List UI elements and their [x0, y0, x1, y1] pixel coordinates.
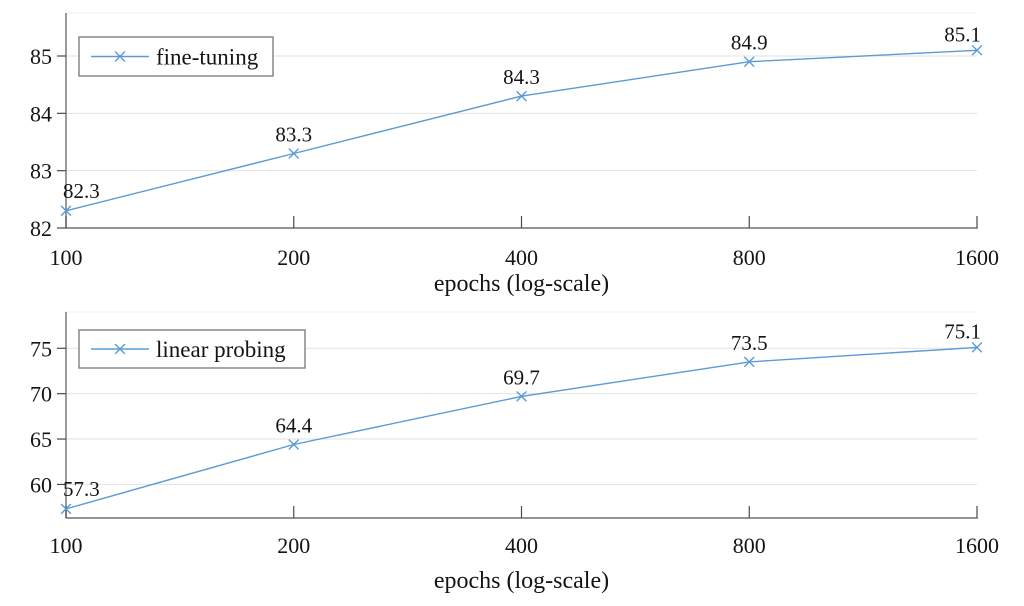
- x-tick-label: 800: [733, 533, 766, 558]
- data-point-label: 83.3: [275, 122, 312, 146]
- data-point-marker: [744, 56, 755, 67]
- data-point-marker: [60, 503, 72, 515]
- data-point-label: 57.3: [63, 477, 100, 501]
- y-tick-label: 60: [30, 472, 52, 497]
- data-point-marker: [516, 90, 527, 102]
- data-point-label: 84.9: [731, 31, 768, 55]
- x-tick-label: 1600: [955, 533, 999, 558]
- data-point-label: 64.4: [275, 413, 312, 437]
- legend-marker: [114, 343, 126, 355]
- data-point-marker: [971, 342, 983, 353]
- x-tick-label: 200: [277, 533, 310, 558]
- y-tick-label: 82: [30, 216, 52, 241]
- data-point-label: 85.1: [944, 22, 981, 46]
- x-tick-label: 100: [50, 245, 83, 270]
- x-axis-title: epochs (log-scale): [434, 568, 609, 594]
- data-point-marker: [60, 205, 72, 216]
- x-tick-label: 1600: [955, 245, 999, 270]
- y-tick-label: 65: [30, 427, 52, 452]
- y-tick-label: 85: [30, 44, 52, 69]
- x-tick-label: 800: [733, 245, 766, 270]
- data-point-label: 84.3: [503, 65, 540, 89]
- x-axis-title: epochs (log-scale): [434, 271, 609, 297]
- y-tick-label: 70: [30, 382, 52, 407]
- y-tick-label: 75: [30, 336, 52, 361]
- data-point-marker: [288, 439, 299, 450]
- legend-marker: [114, 51, 126, 62]
- data-point-marker: [288, 148, 299, 159]
- y-tick-label: 83: [30, 159, 52, 184]
- y-tick-label: 84: [30, 101, 52, 126]
- data-point-label: 75.1: [944, 319, 981, 343]
- x-tick-label: 400: [505, 245, 538, 270]
- x-tick-label: 200: [277, 245, 310, 270]
- x-tick-label: 100: [50, 533, 83, 558]
- data-point-label: 73.5: [731, 331, 768, 355]
- data-point-marker: [744, 356, 755, 368]
- data-point-label: 82.3: [63, 179, 100, 203]
- legend-label: fine-tuning: [156, 45, 259, 70]
- data-point-marker: [516, 391, 527, 402]
- data-point-marker: [971, 45, 983, 56]
- data-point-label: 69.7: [503, 365, 540, 389]
- x-tick-label: 400: [505, 533, 538, 558]
- legend-label: linear probing: [156, 337, 286, 362]
